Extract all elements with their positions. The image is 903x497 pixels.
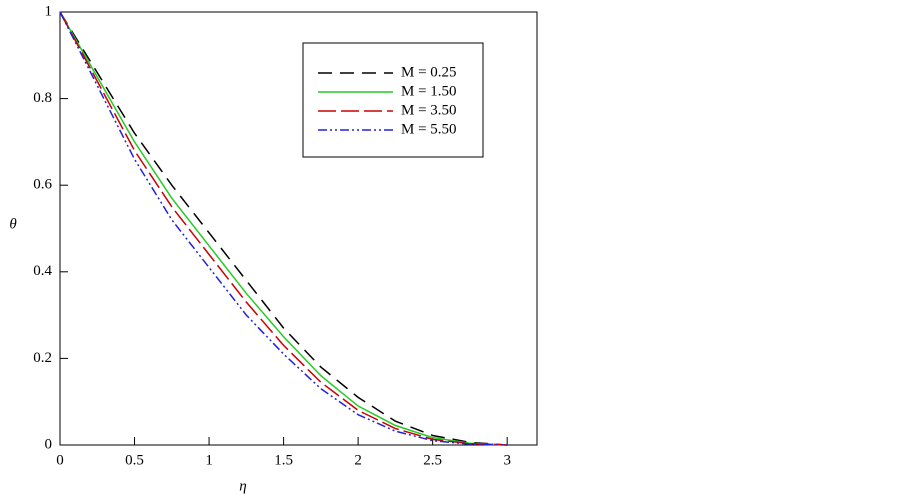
series-line: [59, 11, 508, 446]
legend-box: [302, 42, 484, 158]
x-tick-label: 1.5: [274, 452, 293, 468]
y-tick-label: 0.2: [33, 350, 52, 366]
x-tick-label: 2: [354, 452, 362, 468]
legend-label: M = 0.25: [401, 64, 457, 80]
y-tick-label: 0.8: [33, 90, 52, 106]
x-tick-label: 2.5: [423, 452, 442, 468]
x-tick-label: 0.5: [125, 452, 144, 468]
x-tick-label: 3: [503, 452, 511, 468]
x-tick-label: 1: [205, 452, 213, 468]
legend-label: M = 5.50: [401, 121, 457, 137]
series-line: [59, 11, 508, 446]
x-axis-label: η: [239, 478, 246, 494]
y-tick-label: 1: [45, 3, 53, 19]
y-tick-label: 0.6: [33, 177, 52, 193]
y-tick-label: 0.4: [33, 263, 52, 279]
legend-label: M = 1.50: [401, 83, 457, 99]
legend-label: M = 3.50: [401, 102, 457, 118]
plot-frame: [59, 11, 538, 446]
series-line: [59, 11, 508, 446]
y-tick-label: 0: [45, 436, 53, 452]
x-tick-label: 0: [56, 452, 64, 468]
y-axis-label: θ: [9, 216, 17, 232]
